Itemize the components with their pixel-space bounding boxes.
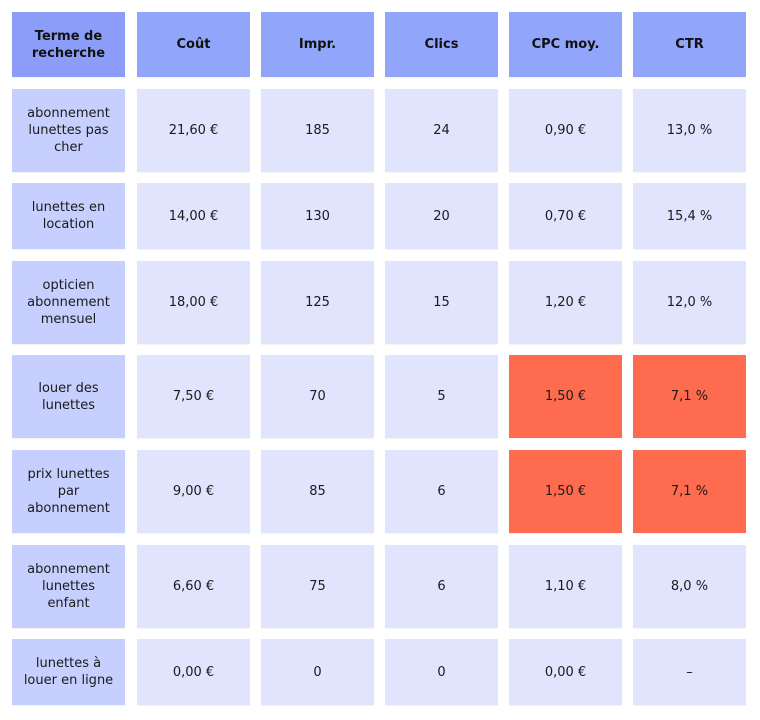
table-cell-text: 21,60 € [168, 123, 219, 138]
table-cell: 75 [261, 545, 374, 628]
table-cell: 0,00 € [509, 639, 622, 705]
table-cell: 5 [385, 355, 498, 438]
table-cell: 0 [261, 639, 374, 705]
search-term-cell: lunettes en location [12, 183, 125, 249]
table-cell: 15,4 % [633, 183, 746, 249]
column-header: Coût [137, 12, 250, 77]
table-cell-text: 15,4 % [666, 208, 713, 224]
table-cell: 7,50 € [137, 355, 250, 438]
table-cell-text: 6 [437, 484, 446, 499]
column-header: CTR [633, 12, 746, 77]
search-term-cell-text: prix lunettes par abonnement [27, 467, 110, 516]
table-cell-text: 0,70 € [544, 208, 587, 224]
table-cell: 6 [385, 450, 498, 533]
table-cell-text: 18,00 € [168, 295, 219, 310]
column-header-text: Impr. [298, 37, 337, 52]
search-term-cell: prix lunettes par abonnement [12, 450, 125, 533]
table-cell-text: 14,00 € [168, 208, 219, 224]
table-cell: 7,1 % [633, 450, 746, 533]
table-cell: 13,0 % [633, 89, 746, 172]
column-header-text: Clics [424, 37, 459, 52]
table-cell-text: 75 [309, 579, 326, 594]
table-cell-text: 20 [433, 208, 450, 224]
table-cell-text: 1,20 € [544, 295, 587, 310]
table-cell-text: 1,10 € [544, 579, 587, 594]
table-cell: 14,00 € [137, 183, 250, 249]
table-cell: 185 [261, 89, 374, 172]
table-cell-text: 125 [305, 295, 330, 310]
table-cell: 6,60 € [137, 545, 250, 628]
table-cell-text: 85 [309, 484, 326, 499]
table-cell-text: 0,90 € [544, 123, 587, 138]
table-cell-text: 15 [433, 295, 450, 310]
table-cell: 9,00 € [137, 450, 250, 533]
column-header-text: CPC moy. [531, 37, 600, 52]
column-header: Impr. [261, 12, 374, 77]
table-cell-text: 130 [305, 208, 330, 224]
search-term-cell-text: lunettes en location [31, 200, 106, 232]
table-cell-text: 185 [305, 123, 330, 138]
table-cell-text: 6 [437, 579, 446, 594]
table-cell: 24 [385, 89, 498, 172]
table-cell: 6 [385, 545, 498, 628]
search-term-cell-text: louer des lunettes [38, 380, 99, 413]
table-cell: 7,1 % [633, 355, 746, 438]
table-cell: 1,50 € [509, 355, 622, 438]
column-header-text: CTR [675, 37, 704, 52]
table-cell-text: 0 [313, 664, 322, 680]
table-cell: 70 [261, 355, 374, 438]
column-header: Clics [385, 12, 498, 77]
table-cell-text: 7,1 % [670, 484, 709, 499]
search-term-cell-text: abonnement lunettes pas cher [27, 106, 110, 155]
table-cell: 20 [385, 183, 498, 249]
table-cell: 0 [385, 639, 498, 705]
table-cell-text: 24 [433, 123, 450, 138]
table-cell: 8,0 % [633, 545, 746, 628]
table-cell: 21,60 € [137, 89, 250, 172]
table-cell-text: 6,60 € [172, 579, 215, 594]
table-cell: 0,00 € [137, 639, 250, 705]
search-term-cell: abonnement lunettes enfant [12, 545, 125, 628]
table-cell: 18,00 € [137, 261, 250, 344]
table-cell-text: – [686, 664, 693, 680]
table-cell: 85 [261, 450, 374, 533]
column-header-text: Coût [176, 37, 211, 52]
table-cell: 1,50 € [509, 450, 622, 533]
table-cell: 1,20 € [509, 261, 622, 344]
table-cell: 12,0 % [633, 261, 746, 344]
table-cell-text: 0,00 € [172, 664, 215, 680]
table-cell-text: 9,00 € [172, 484, 215, 499]
search-term-cell-text: abonnement lunettes enfant [27, 562, 110, 611]
table-cell-text: 0 [437, 664, 446, 680]
table-cell: 15 [385, 261, 498, 344]
table-cell-text: 5 [437, 389, 446, 404]
column-header: Terme de recherche [12, 12, 125, 77]
table-cell-text: 1,50 € [544, 484, 587, 499]
search-term-cell: abonnement lunettes pas cher [12, 89, 125, 172]
table-cell-text: 12,0 % [666, 295, 713, 310]
search-term-cell-text: lunettes à louer en ligne [23, 656, 114, 688]
table-cell-text: 8,0 % [670, 579, 709, 594]
table-cell-text: 0,00 € [544, 664, 587, 680]
table-cell: 130 [261, 183, 374, 249]
table-cell-text: 7,50 € [172, 389, 215, 404]
table-cell-text: 7,1 % [670, 389, 709, 404]
table-cell: 125 [261, 261, 374, 344]
table-cell: – [633, 639, 746, 705]
column-header-text: Terme de recherche [31, 28, 106, 61]
table-cell-text: 1,50 € [544, 389, 587, 404]
table-cell: 1,10 € [509, 545, 622, 628]
table-cell-text: 70 [309, 389, 326, 404]
table-cell: 0,90 € [509, 89, 622, 172]
column-header: CPC moy. [509, 12, 622, 77]
table-cell: 0,70 € [509, 183, 622, 249]
search-term-cell: lunettes à louer en ligne [12, 639, 125, 705]
search-term-cell: opticien abonnement mensuel [12, 261, 125, 344]
search-term-cell-text: opticien abonnement mensuel [27, 278, 110, 327]
search-term-cell: louer des lunettes [12, 355, 125, 438]
table-cell-text: 13,0 % [666, 123, 713, 138]
